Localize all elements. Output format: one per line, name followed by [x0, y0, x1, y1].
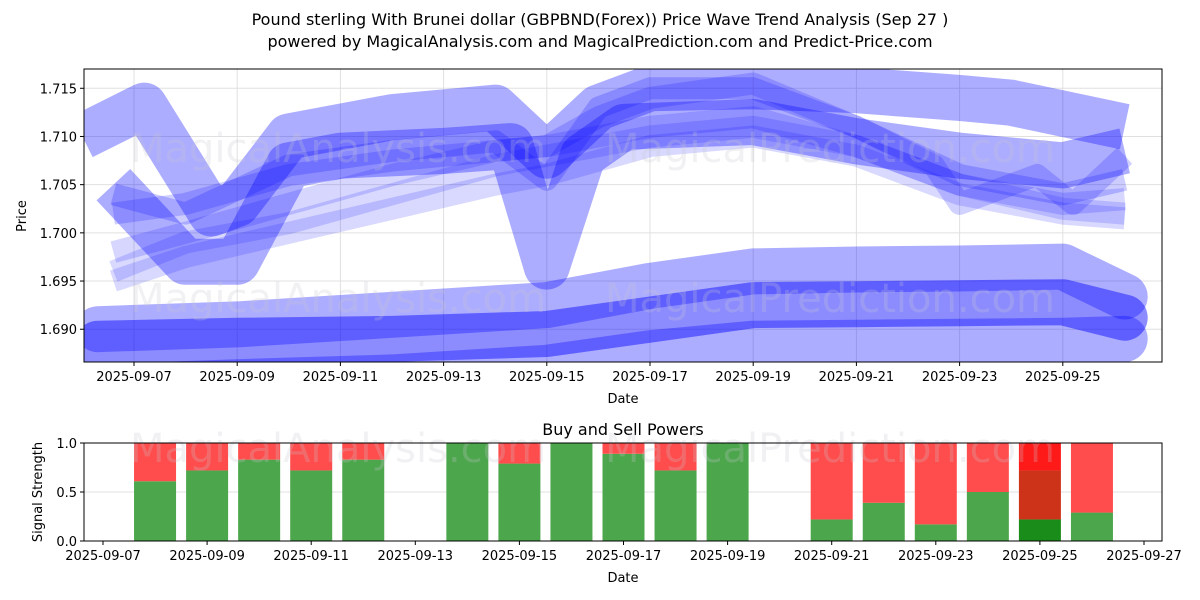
y-tick-label: 1.715: [40, 82, 77, 97]
x-tick-label: 2025-09-23: [922, 370, 998, 385]
buy-bar: [862, 502, 905, 541]
wave-line-wave-2: [96, 99, 1130, 290]
buy-bar: [810, 519, 853, 541]
sell-bar: [186, 443, 229, 471]
bar-segment-special: [1018, 470, 1061, 520]
signal-chart-title: Buy and Sell Powers: [542, 420, 704, 439]
sell-bar: [602, 443, 645, 454]
sell-bar: [342, 443, 385, 460]
sell-bar: [134, 443, 177, 482]
buy-bar: [498, 463, 541, 541]
y-tick-label: 1.705: [40, 179, 77, 194]
x-tick-label: 2025-09-23: [898, 549, 974, 564]
x-tick-label: 2025-09-13: [378, 549, 454, 564]
buy-bar: [706, 443, 749, 541]
x-tick-label: 2025-09-15: [509, 370, 585, 385]
x-tick-label: 2025-09-09: [199, 370, 275, 385]
price-axis-ticks: 2025-09-07 2025-09-09 2025-09-11 2025-09-13…: [40, 82, 1101, 385]
x-tick-label: 2025-09-17: [612, 370, 688, 385]
watermark: MagicalPrediction.com: [605, 126, 1055, 172]
watermark: MagicalAnalysis.com: [130, 126, 546, 172]
wave-line-wave-1: [84, 69, 1130, 237]
signal-axis-ticks: 2025-09-07 2025-09-09 2025-09-11 2025-09-13…: [56, 437, 1181, 564]
wave-line-lower-band-3: [157, 315, 1148, 362]
price-x-axis-label: Date: [607, 392, 638, 407]
y-tick-label: 1.700: [40, 227, 77, 242]
buy-bar: [914, 524, 957, 541]
wave-line-wave-3: [110, 77, 1128, 225]
x-tick-label: 2025-09-19: [690, 549, 766, 564]
sell-bar: [498, 443, 541, 464]
sell-bar: [290, 443, 333, 471]
buy-bar: [654, 470, 697, 541]
buy-bar: [238, 459, 281, 541]
x-tick-label: 2025-09-13: [406, 370, 482, 385]
x-tick-label: 2025-09-21: [819, 370, 895, 385]
watermark: MagicalPrediction.com: [605, 426, 1055, 472]
x-tick-label: 2025-09-25: [1025, 370, 1101, 385]
signal-y-axis-label: Signal Strength: [31, 442, 46, 542]
x-tick-label: 2025-09-27: [1106, 549, 1182, 564]
signal-x-axis-label: Date: [607, 571, 638, 586]
bar-segment-special: [1018, 519, 1061, 541]
signal-bars: [134, 443, 1113, 541]
x-tick-label: 2025-09-17: [586, 549, 662, 564]
sell-bar: [238, 443, 281, 460]
sell-bar: [1070, 443, 1113, 513]
buy-bar: [602, 453, 645, 541]
buy-bar: [1070, 512, 1113, 541]
wave-line-wave-7: [109, 125, 1126, 292]
wave-line-lower-band-2: [84, 279, 1148, 362]
wave-line-wave-5: [110, 106, 1126, 263]
x-tick-label: 2025-09-19: [715, 370, 791, 385]
price-waves: [84, 69, 1148, 362]
sell-bar: [966, 443, 1009, 492]
bar-segment-special: [1018, 443, 1061, 471]
buy-bar: [186, 470, 229, 541]
wave-line-lower-band-1: [84, 243, 1148, 353]
x-tick-label: 2025-09-25: [1002, 549, 1078, 564]
y-tick-label: 1.0: [56, 437, 77, 452]
buy-bar: [550, 443, 593, 541]
x-tick-label: 2025-09-07: [96, 370, 172, 385]
sell-bar: [862, 443, 905, 503]
y-tick-label: 1.695: [40, 275, 77, 290]
watermark: MagicalAnalysis.com: [130, 276, 546, 322]
watermark: MagicalPrediction.com: [605, 276, 1055, 322]
price-axes-frame: [83, 68, 1163, 363]
x-tick-label: 2025-09-21: [794, 549, 870, 564]
buy-bar: [134, 481, 177, 541]
wave-line-wave-6: [109, 115, 1126, 282]
buy-bar: [446, 443, 489, 541]
x-tick-label: 2025-09-11: [273, 549, 349, 564]
buy-bar: [966, 492, 1009, 541]
y-tick-label: 0.0: [56, 535, 77, 550]
sell-bar: [810, 443, 853, 520]
y-tick-label: 1.690: [40, 323, 77, 338]
buy-bar: [290, 470, 333, 541]
y-tick-label: 1.710: [40, 130, 77, 145]
sell-bar: [654, 443, 697, 471]
chart-subtitle: powered by MagicalAnalysis.com and Magic…: [267, 32, 933, 51]
x-tick-label: 2025-09-11: [303, 370, 379, 385]
wave-line-wave-4: [111, 72, 1133, 225]
price-y-axis-label: Price: [15, 200, 30, 232]
price-grid: [84, 69, 1162, 362]
sell-bar: [914, 443, 957, 525]
y-tick-label: 0.5: [56, 486, 77, 501]
chart-title: Pound sterling With Brunei dollar (GBPBN…: [251, 10, 949, 29]
x-tick-label: 2025-09-07: [65, 549, 141, 564]
watermark: MagicalAnalysis.com: [130, 426, 546, 472]
x-tick-label: 2025-09-15: [482, 549, 558, 564]
x-tick-label: 2025-09-09: [169, 549, 245, 564]
buy-bar: [342, 459, 385, 541]
